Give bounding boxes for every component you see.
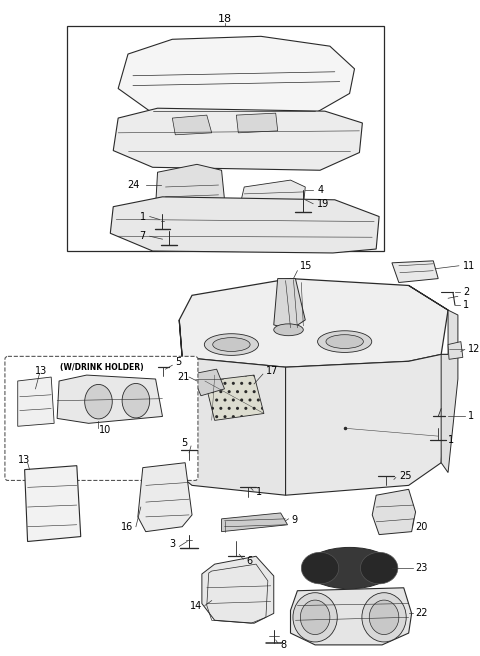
Polygon shape <box>57 375 163 423</box>
Polygon shape <box>192 369 225 396</box>
Ellipse shape <box>300 600 330 634</box>
Polygon shape <box>205 375 264 420</box>
Polygon shape <box>172 115 212 134</box>
Text: 24: 24 <box>128 180 140 190</box>
Text: 23: 23 <box>416 563 428 573</box>
Text: 21: 21 <box>177 372 190 382</box>
Polygon shape <box>179 320 286 495</box>
Text: 1: 1 <box>256 487 262 497</box>
Text: 7: 7 <box>140 231 146 241</box>
Polygon shape <box>290 588 412 645</box>
Ellipse shape <box>362 593 406 642</box>
Text: 8: 8 <box>281 640 287 650</box>
Ellipse shape <box>305 547 394 589</box>
Text: 17: 17 <box>266 366 278 376</box>
Text: 5: 5 <box>175 358 181 367</box>
Ellipse shape <box>293 593 337 642</box>
Polygon shape <box>448 342 463 359</box>
Text: 6: 6 <box>246 556 252 566</box>
Polygon shape <box>110 197 379 253</box>
Polygon shape <box>236 113 278 133</box>
Text: 2: 2 <box>463 287 469 297</box>
Polygon shape <box>372 489 416 535</box>
Text: 1: 1 <box>448 435 454 445</box>
Polygon shape <box>286 354 448 495</box>
Polygon shape <box>222 513 288 531</box>
Ellipse shape <box>301 552 339 584</box>
Text: 10: 10 <box>98 425 111 435</box>
Ellipse shape <box>84 384 112 419</box>
Text: 14: 14 <box>190 600 202 611</box>
Text: 15: 15 <box>300 261 313 271</box>
Ellipse shape <box>204 334 259 356</box>
Polygon shape <box>18 377 54 426</box>
Polygon shape <box>113 108 362 171</box>
Text: 9: 9 <box>291 515 298 525</box>
Polygon shape <box>24 466 81 541</box>
Text: 13: 13 <box>35 366 47 376</box>
Polygon shape <box>241 180 305 210</box>
Text: 12: 12 <box>468 344 480 354</box>
Polygon shape <box>408 285 458 472</box>
Polygon shape <box>179 279 448 367</box>
Ellipse shape <box>213 338 250 352</box>
FancyBboxPatch shape <box>5 356 198 480</box>
Text: 18: 18 <box>217 14 231 24</box>
Text: 11: 11 <box>463 261 475 271</box>
Text: 3: 3 <box>169 539 175 550</box>
Text: 16: 16 <box>120 522 133 532</box>
Ellipse shape <box>326 335 363 348</box>
Polygon shape <box>202 556 274 623</box>
Polygon shape <box>274 279 305 330</box>
Text: 5: 5 <box>181 438 187 448</box>
Polygon shape <box>67 26 384 251</box>
Text: 1: 1 <box>463 300 469 310</box>
Text: 19: 19 <box>317 199 329 209</box>
Polygon shape <box>118 36 355 121</box>
Ellipse shape <box>122 384 150 418</box>
Ellipse shape <box>274 324 303 336</box>
Polygon shape <box>392 261 438 283</box>
Text: 1: 1 <box>468 411 474 421</box>
Text: 22: 22 <box>416 608 428 619</box>
Ellipse shape <box>318 331 372 352</box>
Text: 1: 1 <box>140 211 146 222</box>
Text: (W/DRINK HOLDER): (W/DRINK HOLDER) <box>60 363 143 372</box>
Ellipse shape <box>360 552 398 584</box>
Text: 4: 4 <box>317 185 323 195</box>
Text: 20: 20 <box>416 522 428 532</box>
Text: 13: 13 <box>18 455 30 464</box>
Polygon shape <box>156 165 225 210</box>
Text: 25: 25 <box>399 470 411 481</box>
Ellipse shape <box>369 600 399 634</box>
Polygon shape <box>138 462 192 531</box>
